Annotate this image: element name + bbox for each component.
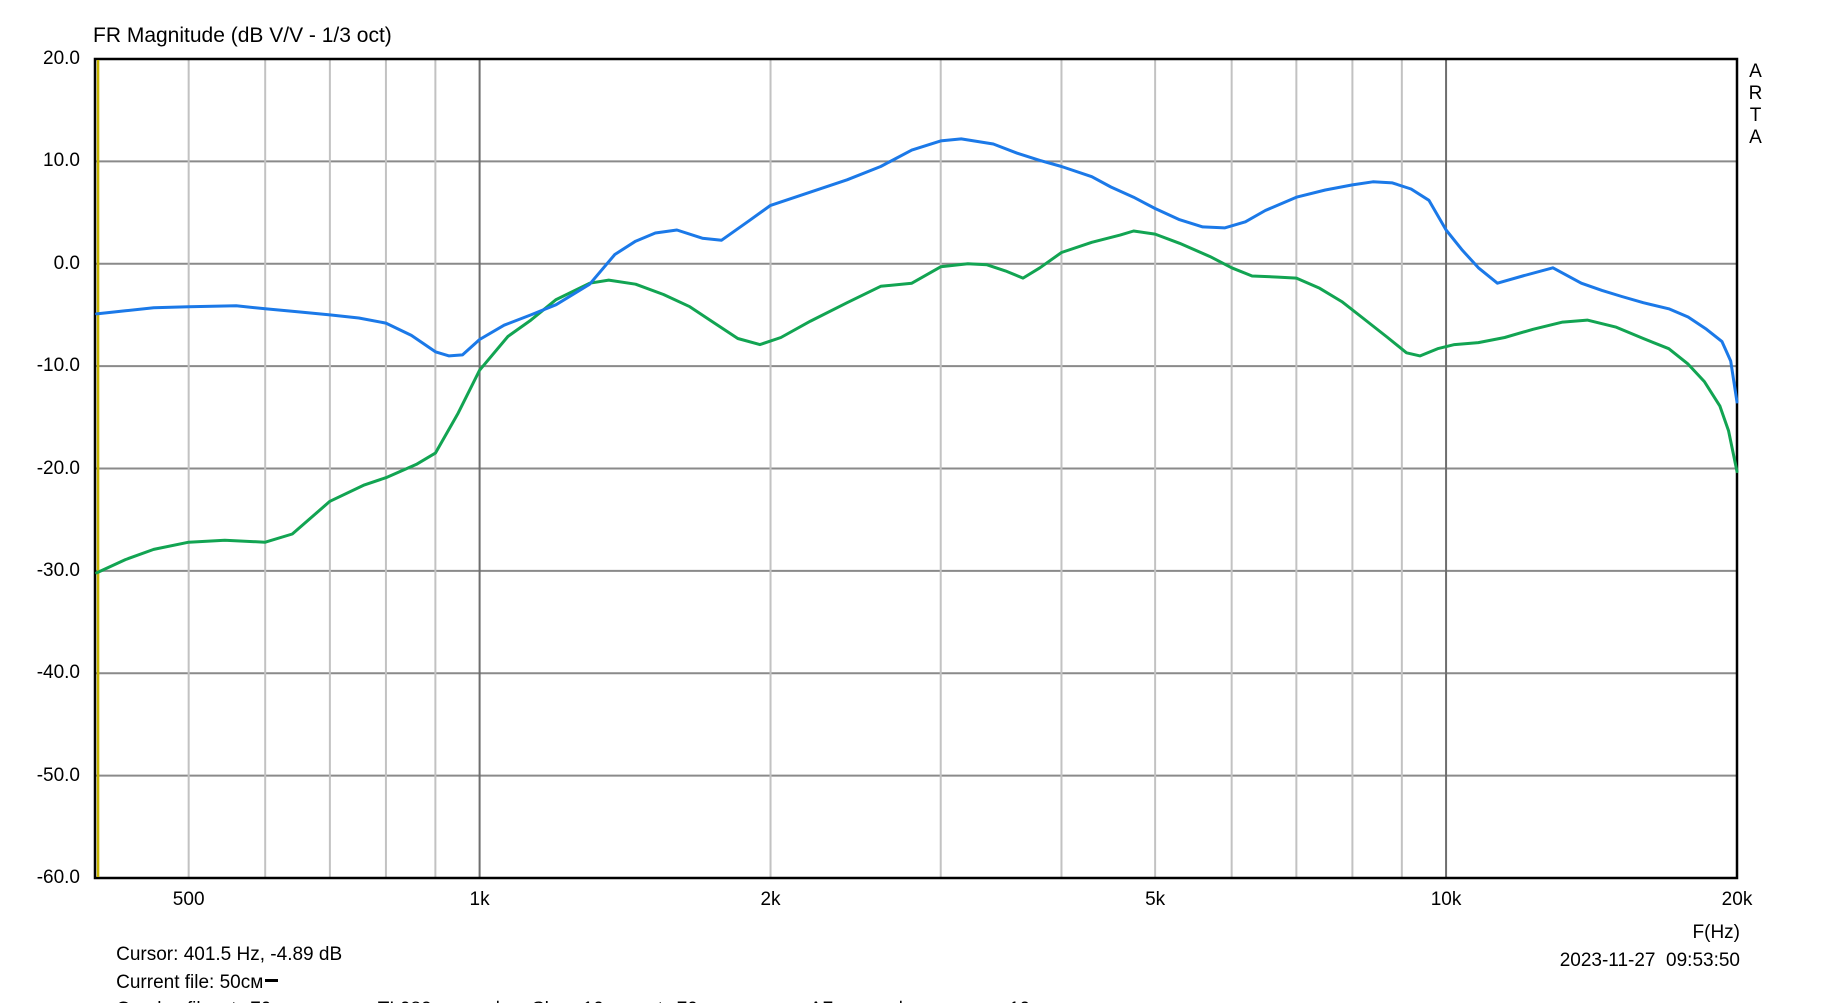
x-axis-unit-label: F(Hz) [1692,922,1740,943]
cursor-readout-text: Cursor: 401.5 Hz, -4.89 dB [116,944,343,965]
y-tick-label--50.0: -50.0 [36,764,80,786]
y-tick-label--20.0: -20.0 [36,457,80,479]
current-file-line: Current file: 50см [95,950,280,1003]
overlay-files-line: Overlay files: tw70n усилительTL082 микр… [95,977,1079,1003]
cursor-readout: Cursor: 401.5 Hz, -4.89 dB [95,922,342,988]
chart-title: FR Magnitude (dB V/V - 1/3 oct) [93,24,392,47]
x-tick-label-2k: 2k [760,889,781,910]
x-tick-label-20k: 20k [1721,889,1753,910]
curve-series-2 [95,137,1739,404]
overlay-files-label: Overlay files: [116,999,231,1003]
y-tick-label-0.0: 0.0 [53,252,80,274]
y-tick-label-10.0: 10.0 [43,150,80,172]
current-file-label: Current file: [116,972,220,993]
x-tick-label-5k: 5k [1145,889,1166,910]
datetime-stamp: 2023-11-27 09:53:50 [1559,950,1740,971]
curve-series-1 [95,229,1739,575]
y-tick-label--30.0: -30.0 [36,559,80,581]
x-tick-label-1k: 1k [469,889,490,910]
x-tick-label-10k: 10k [1430,889,1462,910]
overlay-file-1-name: tw70n усилительTL082 микрофон Sharp10mm [231,999,635,1003]
overlay-file-2-name: tw70n усилитель АБ микрофон noname 10mm [652,999,1062,1003]
current-file-name: 50см [219,972,264,993]
y-tick-label--40.0: -40.0 [36,662,80,684]
y-tick-label--10.0: -10.0 [36,355,80,377]
arta-watermark: ARTA [1745,61,1766,149]
legend-dash-current-file [265,979,279,983]
x-tick-label-500: 500 [172,889,205,910]
y-tick-label--60.0: -60.0 [36,867,80,888]
y-tick-label-20.0: 20.0 [43,48,80,69]
